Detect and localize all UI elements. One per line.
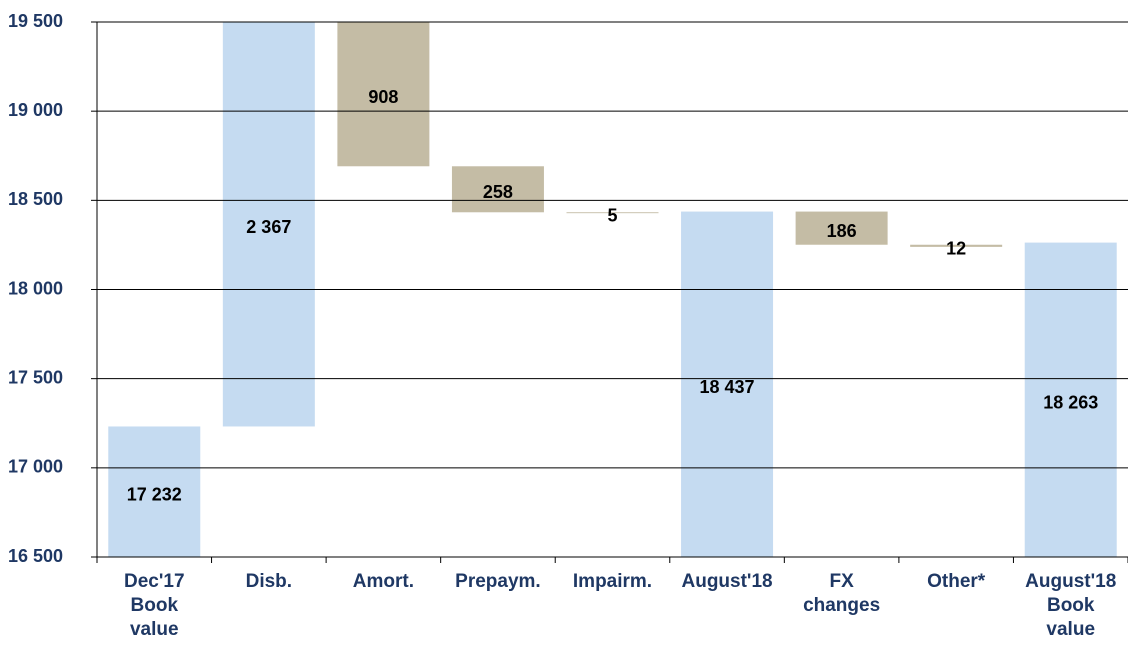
bar [1024, 242, 1117, 557]
value-label: 186 [827, 221, 857, 241]
y-tick-label: 17 000 [8, 457, 63, 477]
bar [681, 211, 774, 557]
bar [108, 426, 201, 557]
bar [337, 22, 430, 167]
x-tick-label: Disb. [245, 571, 293, 592]
value-label: 18 437 [700, 377, 755, 397]
value-label: 17 232 [127, 484, 182, 504]
x-tick-label: August'18 Book value [1025, 571, 1117, 640]
x-tick-label: Dec'17 Book value [124, 571, 185, 640]
x-tick-label: August'18 [681, 571, 773, 592]
bar [451, 166, 544, 213]
value-label: 908 [368, 87, 398, 107]
y-tick-label: 16 500 [8, 546, 63, 566]
y-tick-label: 18 000 [8, 278, 63, 298]
value-label: 12 [946, 239, 966, 259]
y-tick-label: 18 500 [8, 189, 63, 209]
value-label: 2 367 [246, 217, 291, 237]
bars [108, 22, 1117, 557]
value-label: 5 [607, 205, 617, 225]
bar [566, 212, 659, 214]
x-tick-label: FX changes [803, 571, 881, 616]
y-tick-label: 17 500 [8, 367, 63, 387]
x-tick-label: Prepaym. [455, 571, 541, 592]
y-tick-label: 19 000 [8, 100, 63, 120]
bar [910, 244, 1003, 247]
x-tick-label: Amort. [352, 571, 414, 592]
x-tick-label: Other* [927, 571, 986, 592]
bar [795, 211, 888, 245]
bar [222, 22, 315, 427]
value-label: 258 [483, 182, 513, 202]
x-tick-label: Impairm. [572, 571, 653, 592]
y-tick-label: 19 500 [8, 11, 63, 31]
value-label: 18 263 [1043, 393, 1098, 413]
